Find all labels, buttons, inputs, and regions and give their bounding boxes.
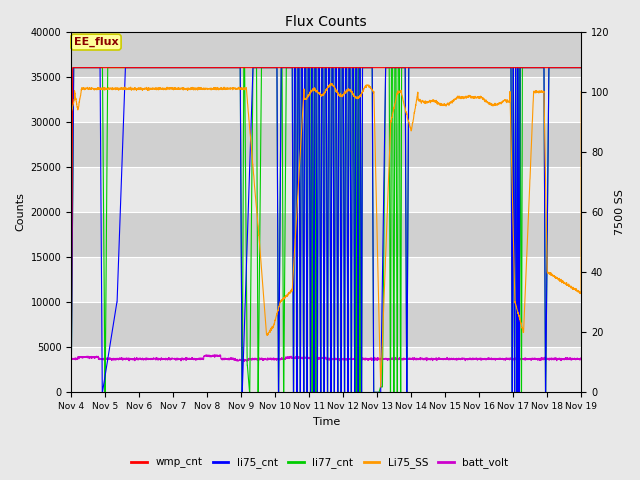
- Title: Flux Counts: Flux Counts: [285, 15, 367, 29]
- Bar: [71, 212, 581, 257]
- Bar: [71, 347, 581, 392]
- Bar: [71, 167, 581, 212]
- Text: EE_flux: EE_flux: [74, 37, 118, 47]
- Bar: [71, 302, 581, 347]
- Bar: [71, 257, 581, 302]
- Bar: [71, 122, 581, 167]
- X-axis label: Time: Time: [312, 417, 340, 427]
- Bar: [71, 32, 581, 77]
- Legend: wmp_cnt, li75_cnt, li77_cnt, Li75_SS, batt_volt: wmp_cnt, li75_cnt, li77_cnt, Li75_SS, ba…: [127, 453, 513, 472]
- Y-axis label: Counts: Counts: [15, 192, 25, 231]
- Bar: [71, 77, 581, 122]
- Y-axis label: 7500 SS: 7500 SS: [615, 189, 625, 235]
